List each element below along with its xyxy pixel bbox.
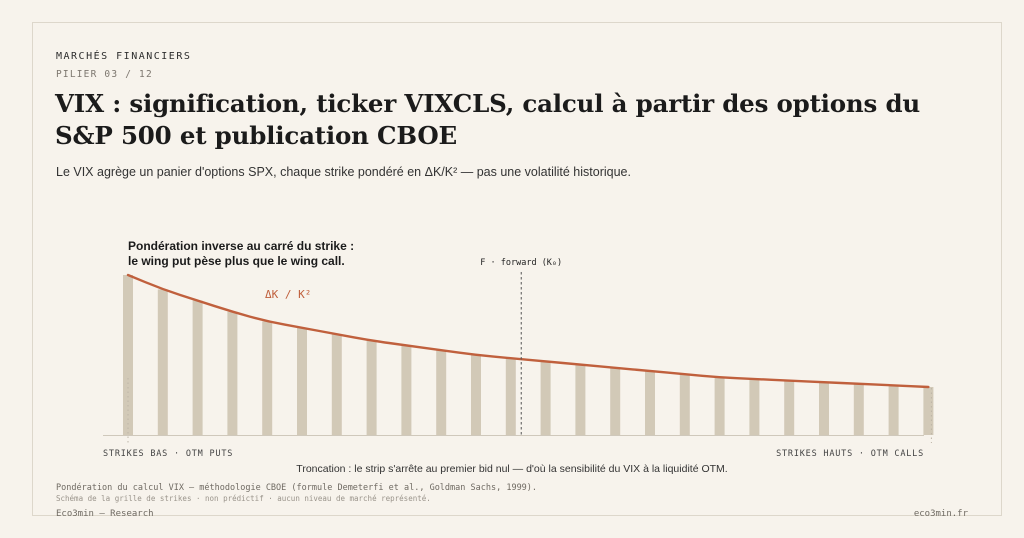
truncation-note: Troncation : le strip s'arrête au premie… <box>296 463 727 475</box>
strike-bar <box>366 340 377 435</box>
forward-label: F · forward (K₀) <box>480 258 562 268</box>
source-note: Pondération du calcul VIX — méthodologie… <box>56 483 538 493</box>
disclaimer-note: Schéma de la grille de strikes · non pré… <box>56 494 431 503</box>
brand-url: eco3min.fr <box>913 509 968 519</box>
strike-bar <box>819 382 829 435</box>
strike-bar <box>888 385 899 435</box>
strike-bar <box>679 374 690 435</box>
strike-bar <box>714 377 725 435</box>
annotation-line-1: Pondération inverse au carré du strike : <box>128 239 354 253</box>
strike-bar <box>123 275 133 435</box>
strike-bar <box>331 334 342 435</box>
strike-bar <box>471 355 481 435</box>
strike-bar <box>401 345 412 435</box>
strike-bar <box>262 321 273 435</box>
strike-bar <box>645 371 655 435</box>
page-title: VIX : signification, ticker VIXCLS, calc… <box>55 89 921 150</box>
card-frame <box>32 22 1002 516</box>
pillar-counter: PILIER 03 / 12 <box>56 69 153 80</box>
strike-bar <box>749 379 760 435</box>
annotation-line-2: le wing put pèse plus que le wing call. <box>128 254 345 268</box>
strike-bar <box>436 350 447 435</box>
brand-name: Eco3min — Research <box>56 509 154 519</box>
strike-bars <box>123 275 934 435</box>
strike-bar <box>227 311 238 435</box>
kicker: MARCHÉS FINANCIERS <box>56 51 192 62</box>
curve-label: ΔK / K² <box>265 288 311 301</box>
strike-bar <box>192 300 203 435</box>
strike-bar <box>575 364 586 435</box>
subtitle: Le VIX agrège un panier d'options SPX, c… <box>56 165 631 179</box>
weight-curve <box>126 273 930 389</box>
strike-bar <box>610 367 621 435</box>
strike-bar <box>853 383 864 435</box>
strike-bar <box>784 380 795 435</box>
left-axis-label: STRIKES BAS · OTM PUTS <box>103 449 233 459</box>
strike-bar <box>540 361 551 435</box>
right-axis-label: STRIKES HAUTS · OTM CALLS <box>776 449 924 459</box>
strike-bar <box>157 289 168 435</box>
strike-bar <box>923 387 934 435</box>
strike-bar <box>505 358 516 435</box>
strike-bar <box>297 327 307 435</box>
